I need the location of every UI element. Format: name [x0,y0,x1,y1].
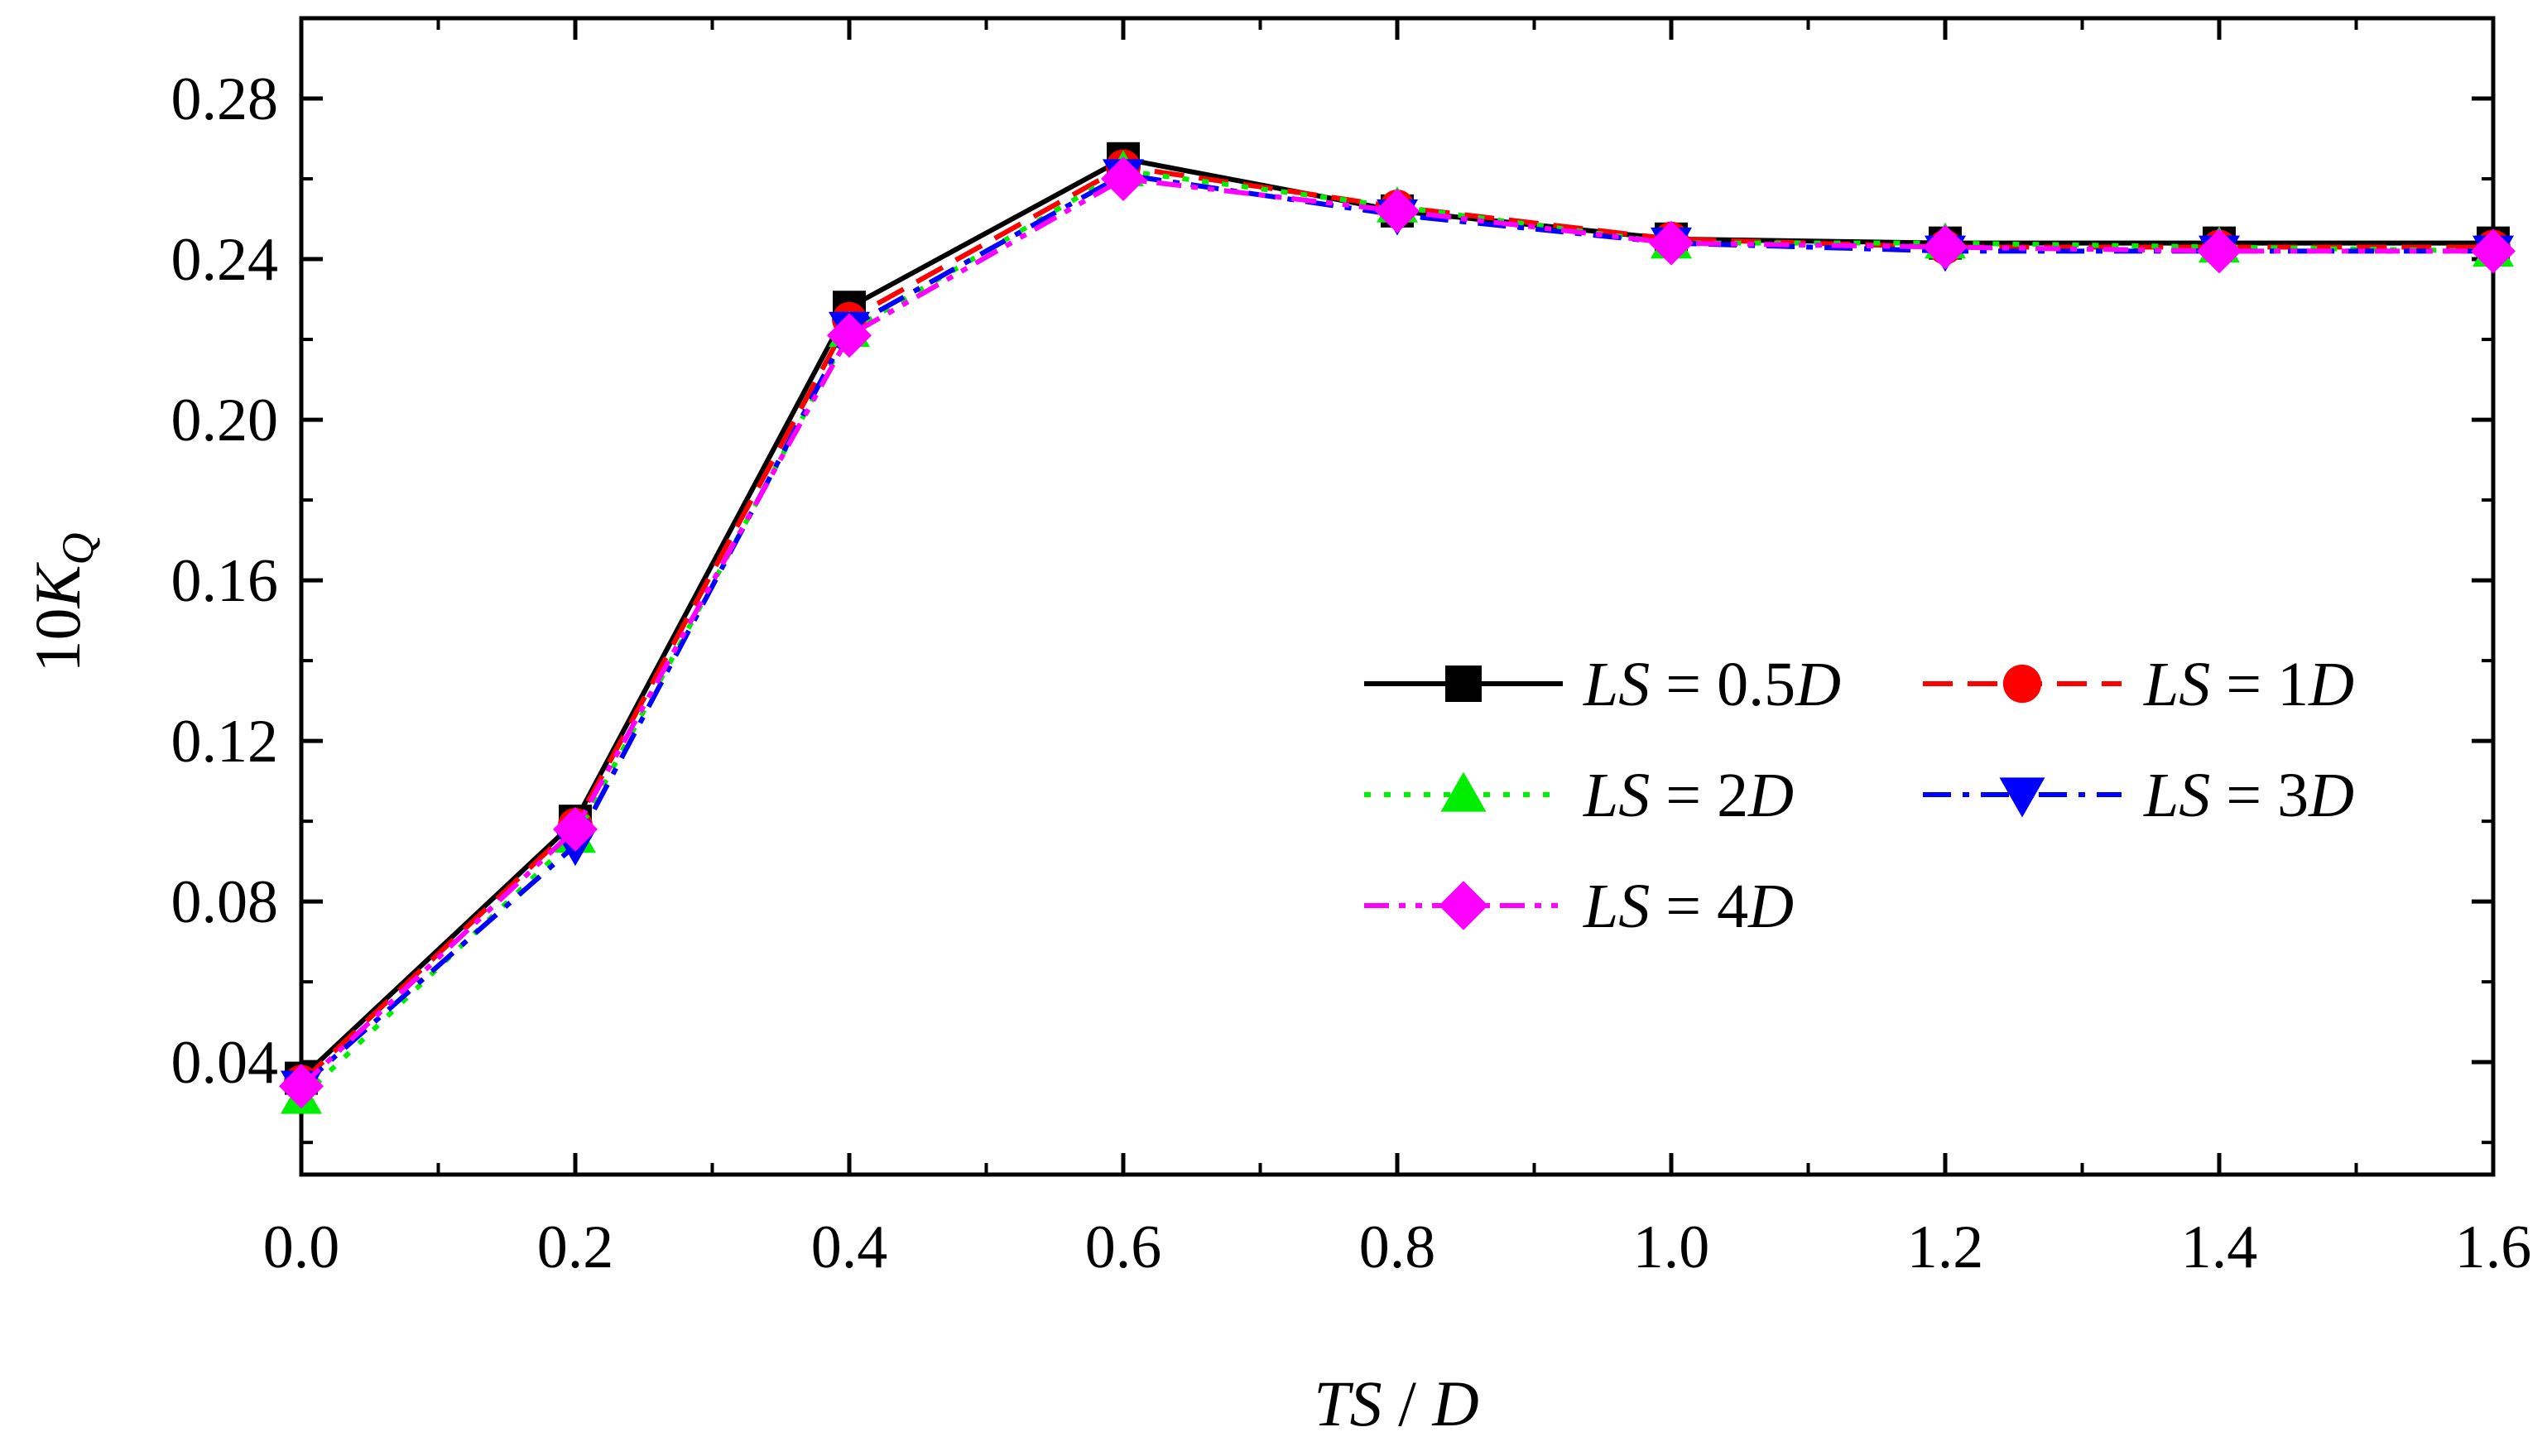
x-axis-title: TS / D [1314,1367,1478,1439]
legend-item-4: LS = 3D [1923,761,2354,830]
legend-item-5: LS = 4D [1364,872,1794,941]
legend-label: LS = 3D [2143,761,2354,830]
data-point [1923,224,1968,270]
x-tick-label: 0.8 [1359,1213,1436,1281]
y-axis-title-sub: Q [53,532,103,565]
legend-marker [1999,777,2045,818]
series-layer [279,142,2516,1114]
x-tick-label: 1.6 [2455,1213,2532,1281]
series-1 [285,142,2510,1095]
legend-label-unit: D [2308,650,2354,719]
series-2 [284,149,2511,1100]
series-line [300,172,2493,1088]
legend-marker [1440,771,1487,812]
y-axis-title-main: K [22,562,94,609]
series-4 [281,159,2514,1108]
y-tick-label: 0.08 [171,868,279,936]
series-5 [279,156,2516,1109]
data-point [2197,228,2242,274]
data-point [279,1064,324,1109]
legend-label-value: = 4 [1650,872,1748,941]
y-axis-title-prefix: 10 [22,608,94,673]
legend-label-ls: LS [1583,650,1650,719]
legend-marker [1445,666,1482,702]
legend-item-1: LS = 0.5D [1364,650,1841,719]
x-tick-label: 0.2 [537,1213,614,1281]
legend-label-ls: LS [2143,650,2210,719]
legend-label-value: = 2 [1650,761,1748,830]
legend-label-ls: LS [1583,761,1650,830]
x-tick-label: 0.0 [263,1213,340,1281]
legend-label-unit: D [1747,872,1794,941]
y-axis-title: 10KQ [22,532,103,672]
series-line [299,168,2494,1101]
legend-item-2: LS = 1D [1923,650,2354,719]
x-tick-label: 1.2 [1907,1213,1984,1281]
y-tick-label: 0.16 [171,547,279,615]
legend-label: LS = 4D [1583,872,1794,941]
y-tick-label: 0.24 [171,226,279,294]
legend-label-unit: D [2308,761,2354,830]
x-tick-label: 0.4 [811,1213,888,1281]
x-tick-label: 1.0 [1633,1213,1710,1281]
legend-label: LS = 2D [1583,761,1794,830]
legend-label-unit: D [1795,650,1841,719]
data-point [1101,156,1146,202]
data-point [1375,188,1420,233]
data-point [553,806,598,852]
legend-marker [1439,881,1488,930]
series-line [299,164,2493,1084]
legend-item-3: LS = 2D [1364,761,1794,830]
series-line [299,156,2493,1080]
y-tick-label: 0.12 [171,708,279,776]
tick-labels: 0.0 0.2 0.4 0.6 0.8 1.0 1.2 1.4 1.6 0.04 0.08 0.12 0… [171,65,2532,1281]
series-line [299,176,2493,1088]
y-tick-label: 0.28 [171,65,279,133]
data-point [827,313,872,358]
x-tick-label: 0.6 [1085,1213,1162,1281]
legend-label-ls: LS [1583,872,1650,941]
legend-label-unit: D [1747,761,1794,830]
x-axis-title-part1: TS [1314,1367,1382,1439]
x-tick-label: 1.4 [2181,1213,2258,1281]
legend-label-value: = 3 [2210,761,2309,830]
legend-marker [2002,664,2042,704]
legend-label: LS = 0.5D [1583,650,1841,719]
x-axis-title-part2: D [1431,1367,1478,1439]
x-axis-title-sep: / [1382,1367,1433,1439]
legend-label-value: = 1 [2210,650,2309,719]
series-3 [281,150,2514,1114]
legend-label: LS = 1D [2143,650,2354,719]
legend-label-value: = 0.5 [1650,650,1795,719]
y-tick-label: 0.20 [171,387,279,454]
data-point [1649,220,1694,266]
data-point [2471,228,2516,274]
legend-label-ls: LS [2143,761,2210,830]
y-tick-label: 0.04 [171,1029,279,1097]
